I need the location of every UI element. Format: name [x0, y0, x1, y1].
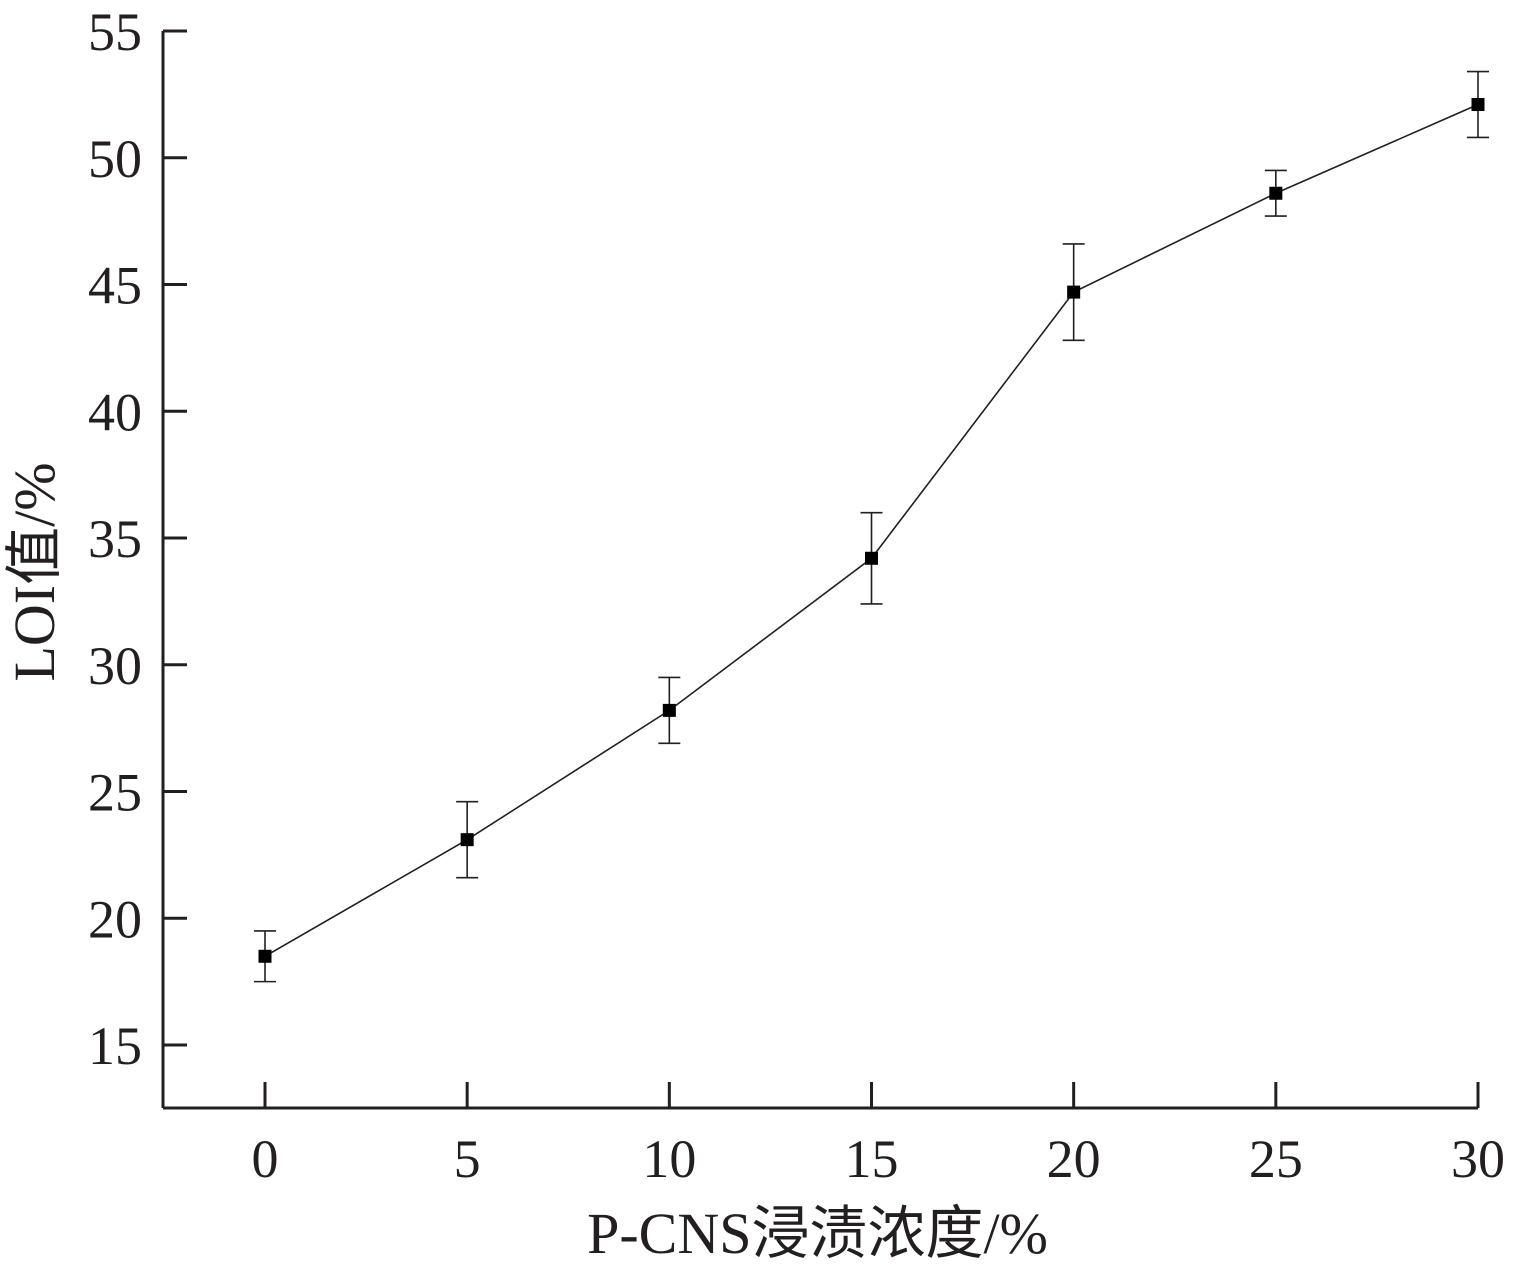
x-tick-label: 25	[1249, 1129, 1303, 1189]
data-point	[662, 703, 676, 717]
x-axis-ticks: 0 5 10 15 20 25 30	[252, 1082, 1505, 1189]
y-tick-label: 35	[88, 509, 142, 569]
x-tick-label: 30	[1451, 1129, 1505, 1189]
series-group	[254, 70, 1489, 983]
y-axis-ticks: 15 20 25 30 35 40 45 50 55	[88, 2, 187, 1076]
x-tick-label: 15	[845, 1129, 899, 1189]
y-tick-label: 15	[88, 1016, 142, 1076]
y-tick-label: 20	[88, 889, 142, 949]
data-point	[1067, 285, 1081, 299]
x-tick-label: 20	[1047, 1129, 1101, 1189]
x-tick-label: 0	[252, 1129, 279, 1189]
data-point	[1471, 98, 1485, 112]
y-tick-label: 45	[88, 256, 142, 316]
y-tick-label: 50	[88, 129, 142, 189]
data-point	[1269, 186, 1283, 200]
y-tick-label: 25	[88, 763, 142, 823]
y-tick-label: 30	[88, 636, 142, 696]
x-tick-label: 5	[454, 1129, 481, 1189]
x-tick-label: 10	[642, 1129, 696, 1189]
y-tick-label: 55	[88, 2, 142, 62]
data-point	[258, 949, 272, 963]
data-point	[865, 551, 878, 565]
y-axis-label: LOI值/%	[2, 462, 67, 681]
y-tick-label: 40	[88, 382, 142, 442]
x-axis-label: P-CNS浸渍浓度/%	[587, 1201, 1048, 1266]
data-point	[460, 833, 474, 847]
